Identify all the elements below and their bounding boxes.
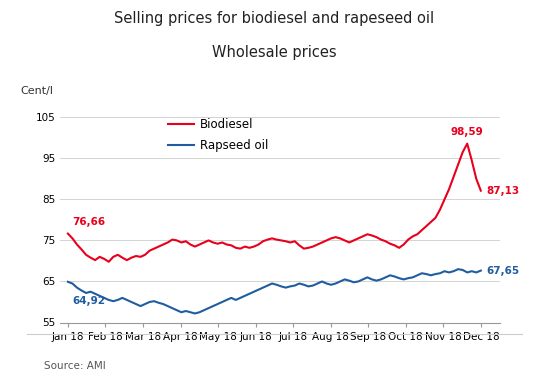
Text: Wholesale prices: Wholesale prices (212, 45, 337, 60)
Text: 87,13: 87,13 (486, 186, 519, 196)
Legend: Biodiesel, Rapseed oil: Biodiesel, Rapseed oil (163, 113, 273, 157)
Text: Source: AMI: Source: AMI (44, 361, 105, 371)
Text: Selling prices for biodiesel and rapeseed oil: Selling prices for biodiesel and rapesee… (114, 11, 435, 26)
Text: 67,65: 67,65 (486, 266, 519, 276)
Text: 98,59: 98,59 (451, 127, 484, 136)
Text: 64,92: 64,92 (72, 296, 105, 306)
Text: 76,66: 76,66 (72, 217, 105, 226)
Text: Cent/l: Cent/l (21, 86, 54, 96)
